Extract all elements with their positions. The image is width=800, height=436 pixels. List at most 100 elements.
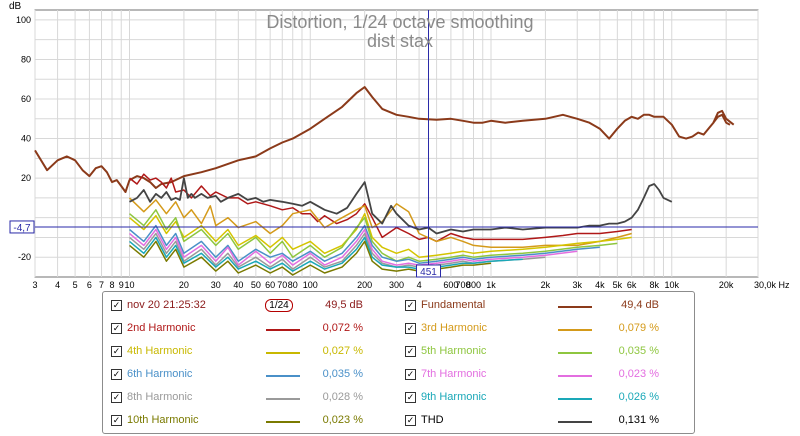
legend-label: 2nd Harmonic bbox=[127, 322, 196, 334]
x-tick-label: 40 bbox=[233, 280, 243, 290]
legend-checkbox[interactable]: ✓ bbox=[111, 369, 122, 380]
x-tick-label: 600 bbox=[443, 280, 458, 290]
legend-checkbox[interactable]: ✓ bbox=[405, 323, 416, 334]
x-tick-label: 50 bbox=[251, 280, 261, 290]
grid: 3 4 5 6 7 8 9 10 20 30 40 50 60 70 80 100 200 300 4 6007008… bbox=[16, 9, 790, 290]
legend-item-nov-20-21-25-32: ✓ nov 20 21:25:32 1/24 49,5 dB bbox=[103, 297, 693, 315]
legend-checkbox[interactable]: ✓ bbox=[111, 300, 122, 311]
legend-line-swatch bbox=[558, 306, 592, 308]
distortion-chart[interactable]: 3 4 5 6 7 8 9 10 20 30 40 50 60 70 80 100 200 300 4 6007008… bbox=[0, 0, 800, 292]
legend-label: 5th Harmonic bbox=[421, 345, 487, 357]
legend-item-6th-harmonic: ✓ 6th Harmonic 0,035 % bbox=[103, 366, 693, 384]
legend-checkbox[interactable]: ✓ bbox=[405, 300, 416, 311]
x-tick-label: 2k bbox=[541, 280, 551, 290]
legend-label: 7th Harmonic bbox=[421, 368, 487, 380]
legend-item-4th-harmonic: ✓ 4th Harmonic 0,027 % bbox=[103, 343, 693, 361]
legend-checkbox[interactable]: ✓ bbox=[405, 346, 416, 357]
legend-line-swatch bbox=[266, 421, 300, 423]
x-tick-label: 20 bbox=[179, 280, 189, 290]
x-tick-label: 5k bbox=[613, 280, 623, 290]
legend-label: 3rd Harmonic bbox=[421, 322, 488, 334]
legend-label: 8th Harmonic bbox=[127, 391, 193, 403]
legend-line-swatch bbox=[558, 398, 592, 400]
x-tick-label: 3k bbox=[572, 280, 582, 290]
legend-line-swatch bbox=[558, 375, 592, 377]
x-tick-label: 8 bbox=[109, 280, 114, 290]
legend-value: 0,035 % bbox=[618, 345, 659, 357]
cursor-x-box bbox=[416, 264, 442, 278]
y-axis-label: dB bbox=[9, 1, 22, 12]
legend-line-swatch bbox=[558, 352, 592, 354]
cursor-y-readout: -4,7 bbox=[13, 223, 31, 234]
legend-panel: ✓ nov 20 21:25:32 1/24 49,5 dB ✓ Fundamental 4… bbox=[102, 291, 695, 434]
x-tick-label: 70 bbox=[277, 280, 287, 290]
legend-label: 4th Harmonic bbox=[127, 345, 193, 357]
legend-label: 10th Harmonic bbox=[127, 414, 199, 426]
legend-item-9th-harmonic: ✓ 9th Harmonic 0,026 % bbox=[103, 389, 693, 407]
x-tick-label: 8k bbox=[649, 280, 659, 290]
legend-value: 0,072 % bbox=[322, 322, 363, 334]
legend-value: 0,028 % bbox=[322, 391, 363, 403]
legend-value: 0,027 % bbox=[322, 345, 363, 357]
legend-line-swatch bbox=[558, 421, 592, 423]
x-tick-label: 200 bbox=[357, 280, 372, 290]
legend-value: 49,4 dB bbox=[621, 299, 659, 311]
series-line-5th-harmonic bbox=[129, 209, 618, 262]
legend-checkbox[interactable]: ✓ bbox=[405, 392, 416, 403]
legend-item-fundamental: ✓ Fundamental 49,4 dB bbox=[103, 297, 693, 315]
legend-line-swatch bbox=[266, 329, 300, 331]
legend-value: 0,035 % bbox=[322, 368, 363, 380]
legend-checkbox[interactable]: ✓ bbox=[111, 392, 122, 403]
y-tick-label: 40 bbox=[21, 134, 31, 144]
legend-value: 0,023 % bbox=[322, 414, 363, 426]
series-line-6th-harmonic bbox=[129, 224, 600, 264]
cursor[interactable]: -4,7 451 bbox=[9, 10, 758, 278]
legend-checkbox[interactable]: ✓ bbox=[405, 369, 416, 380]
chart-title: Distortion, 1/24 octave smoothing bbox=[266, 12, 533, 32]
x-tick-label: 100 bbox=[303, 280, 318, 290]
x-tick-label: 300 bbox=[389, 280, 404, 290]
legend-line-swatch bbox=[558, 329, 592, 331]
series-line-2nd-harmonic bbox=[129, 173, 632, 243]
x-tick-label: 6 bbox=[87, 280, 92, 290]
x-tick-label: 10 bbox=[125, 280, 135, 290]
x-tick-label: 3 bbox=[32, 280, 37, 290]
x-tick-label: 800 bbox=[466, 280, 481, 290]
legend-checkbox[interactable]: ✓ bbox=[111, 415, 122, 426]
y-tick-label: 100 bbox=[16, 15, 31, 25]
x-tick-label: 30,0k Hz bbox=[754, 280, 790, 290]
x-tick-label: 9 bbox=[119, 280, 124, 290]
x-tick-label: 7 bbox=[99, 280, 104, 290]
y-tick-label: 20 bbox=[21, 173, 31, 183]
legend-line-swatch bbox=[266, 375, 300, 377]
series-line-fundamental bbox=[34, 86, 735, 193]
x-tick-label: 5 bbox=[73, 280, 78, 290]
legend-label: THD bbox=[421, 414, 444, 426]
legend-item-8th-harmonic: ✓ 8th Harmonic 0,028 % bbox=[103, 389, 693, 407]
y-tick-label: 80 bbox=[21, 54, 31, 64]
smoothing-badge[interactable]: 1/24 bbox=[265, 299, 293, 312]
legend-item-3rd-harmonic: ✓ 3rd Harmonic 0,079 % bbox=[103, 320, 693, 338]
legend-value: 0,079 % bbox=[618, 322, 659, 334]
x-tick-label: 1k bbox=[486, 280, 496, 290]
x-tick-label: 80 bbox=[288, 280, 298, 290]
x-tick-label: 700 bbox=[455, 280, 470, 290]
legend-value: 0,023 % bbox=[618, 368, 659, 380]
chart-subtitle: dist stax bbox=[367, 31, 433, 51]
x-tick-label: 4k bbox=[595, 280, 605, 290]
x-tick-label: 60 bbox=[265, 280, 275, 290]
legend-item-thd: ✓ THD 0,131 % bbox=[103, 412, 693, 430]
series-line-4th-harmonic bbox=[129, 212, 632, 258]
legend-checkbox[interactable]: ✓ bbox=[111, 323, 122, 334]
legend-value: 49,5 dB bbox=[325, 299, 363, 311]
legend-label: Fundamental bbox=[421, 299, 486, 311]
cursor-x-readout: 451 bbox=[420, 267, 437, 278]
x-tick-label: 30 bbox=[211, 280, 221, 290]
x-tick-label: 6k bbox=[627, 280, 637, 290]
legend-line-swatch bbox=[266, 352, 300, 354]
cursor-y-box bbox=[9, 220, 35, 234]
legend-checkbox[interactable]: ✓ bbox=[405, 415, 416, 426]
legend-checkbox[interactable]: ✓ bbox=[111, 346, 122, 357]
series-line-3rd-harmonic bbox=[128, 197, 632, 249]
legend-item-7th-harmonic: ✓ 7th Harmonic 0,023 % bbox=[103, 366, 693, 384]
